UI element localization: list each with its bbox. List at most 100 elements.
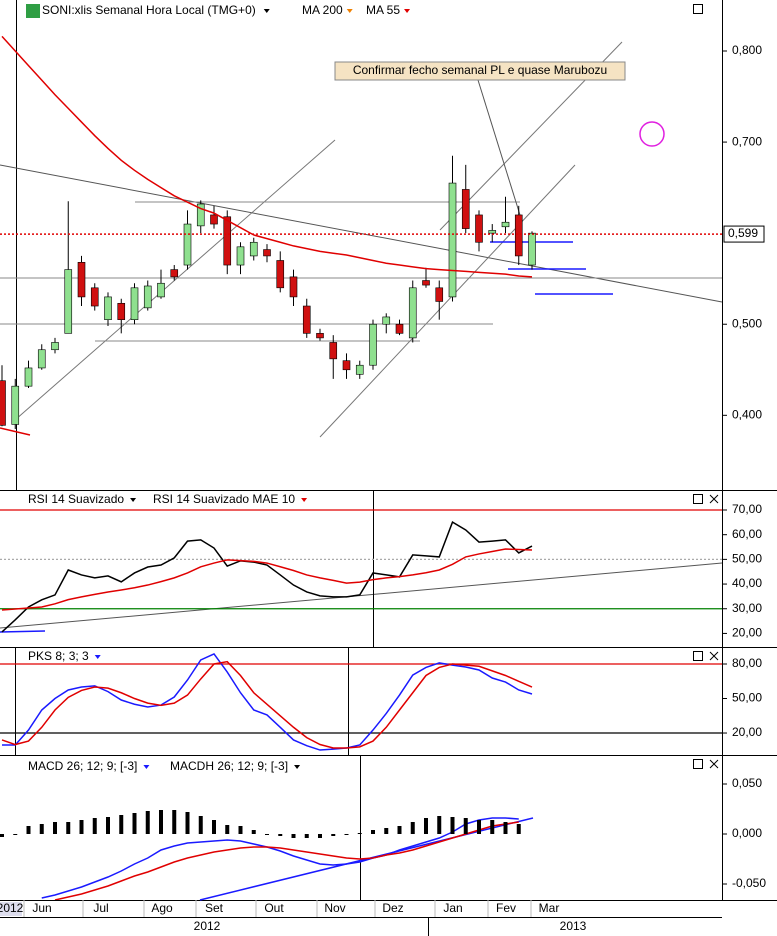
histogram-bar bbox=[13, 834, 18, 835]
x-tick-label: 2012 bbox=[0, 901, 24, 915]
indicator-line bbox=[54, 821, 519, 900]
histogram-bar bbox=[384, 828, 389, 834]
histogram-bar bbox=[198, 816, 203, 834]
histogram-bar bbox=[172, 810, 177, 834]
candle-body bbox=[170, 269, 179, 278]
histogram-bar bbox=[159, 810, 163, 834]
candle-body bbox=[435, 287, 444, 302]
x-tick-label: Jan bbox=[443, 901, 462, 915]
candle-body bbox=[501, 221, 510, 228]
candle-body bbox=[157, 282, 165, 298]
histogram-bar bbox=[26, 826, 31, 834]
candle-body bbox=[382, 316, 391, 325]
x-tick-label: Dez bbox=[382, 901, 403, 915]
indicator-line bbox=[1, 548, 533, 611]
legend-entry: RSI 14 Suavizado MAE 10 bbox=[153, 492, 295, 506]
x-tick-label: Jul bbox=[93, 901, 108, 915]
candle-body bbox=[24, 367, 33, 387]
y-tick-label: 0,400 bbox=[732, 407, 762, 421]
histogram-bar bbox=[225, 825, 230, 834]
candle-body bbox=[90, 287, 99, 307]
histogram-bar bbox=[79, 820, 84, 834]
candle-body bbox=[355, 364, 364, 375]
histogram-bar bbox=[503, 822, 508, 834]
indicator-line bbox=[1, 520, 533, 633]
x-tick-label: Ago bbox=[151, 901, 173, 915]
histogram-bar bbox=[357, 833, 362, 834]
y-tick-label: 50,00 bbox=[732, 691, 762, 705]
year-label: 2013 bbox=[560, 919, 587, 933]
candle-body bbox=[143, 285, 152, 309]
histogram-bar bbox=[450, 817, 455, 834]
x-tick-label: Out bbox=[264, 901, 284, 915]
x-tick-label: Nov bbox=[324, 901, 345, 915]
candle-body bbox=[263, 249, 271, 257]
panel-buttons[interactable] bbox=[693, 4, 719, 769]
plot-area bbox=[0, 509, 722, 633]
histogram-bar bbox=[477, 820, 481, 834]
histogram-bar bbox=[318, 834, 322, 838]
dropdown-arrow bbox=[346, 9, 353, 13]
histogram-bar bbox=[463, 818, 468, 834]
candle-body bbox=[64, 269, 73, 334]
candle-body bbox=[514, 214, 523, 257]
histogram-bar bbox=[424, 818, 428, 834]
legend-entry: MA 55 bbox=[366, 3, 400, 17]
y-tick-label: 20,00 bbox=[732, 725, 762, 739]
candle-body bbox=[448, 182, 457, 298]
eq-icon bbox=[26, 4, 40, 18]
indicator-line bbox=[1, 660, 533, 749]
histogram-bar bbox=[185, 812, 190, 834]
candle-body bbox=[196, 203, 205, 227]
candle-body bbox=[461, 189, 470, 229]
x-tick-label: Jun bbox=[32, 901, 51, 915]
y-tick-label: 40,00 bbox=[732, 576, 762, 590]
histogram-bar bbox=[39, 824, 44, 834]
candle-body bbox=[210, 214, 218, 225]
histogram-bar bbox=[251, 830, 256, 834]
histogram-bar bbox=[291, 834, 296, 838]
year-label: 2012 bbox=[194, 919, 221, 933]
y-tick-label: 60,00 bbox=[732, 527, 762, 541]
histogram-bar bbox=[331, 834, 336, 836]
indicator-line bbox=[1, 35, 533, 278]
candle-body bbox=[475, 214, 483, 243]
candle-body bbox=[289, 276, 298, 298]
candle-body bbox=[408, 287, 417, 339]
last-price-label: 0,599 bbox=[728, 226, 758, 240]
candle-body bbox=[488, 230, 497, 234]
legend-entry: MACD 26; 12; 9; [-3] bbox=[28, 759, 137, 773]
histogram-bar bbox=[437, 816, 442, 834]
histogram-bar bbox=[66, 822, 71, 834]
histogram-bar bbox=[212, 820, 216, 834]
last-price-box bbox=[723, 225, 765, 243]
histogram-bar bbox=[119, 815, 124, 834]
candle-body bbox=[302, 305, 311, 334]
y-tick-label: 0,500 bbox=[732, 316, 762, 330]
dropdown-arrow bbox=[294, 765, 301, 769]
histogram-bar bbox=[490, 820, 495, 834]
candle-body bbox=[183, 223, 192, 266]
histogram-bar bbox=[53, 822, 57, 834]
chart-title: SONI:xlis Semanal Hora Local (TMG+0) bbox=[42, 3, 256, 17]
dropdown-arrow bbox=[263, 9, 270, 13]
legend-entry: MACDH 26; 12; 9; [-3] bbox=[170, 759, 288, 773]
histogram-bar bbox=[516, 824, 521, 834]
candle-body bbox=[77, 262, 86, 298]
candle-body bbox=[0, 380, 6, 426]
y-tick-label: 20,00 bbox=[732, 626, 762, 640]
price-drawings bbox=[0, 0, 723, 490]
plot-area bbox=[0, 35, 722, 429]
candle-body bbox=[236, 246, 245, 266]
histogram-bar bbox=[106, 817, 110, 834]
histogram-bar bbox=[265, 834, 269, 835]
candle-body bbox=[11, 385, 20, 425]
indicator-line bbox=[41, 817, 519, 899]
histogram-bar bbox=[278, 834, 283, 836]
x-tick-label: Fev bbox=[496, 901, 516, 915]
candle-body bbox=[395, 323, 404, 334]
candle-body bbox=[117, 302, 126, 320]
legend-entry: MA 200 bbox=[302, 3, 343, 17]
